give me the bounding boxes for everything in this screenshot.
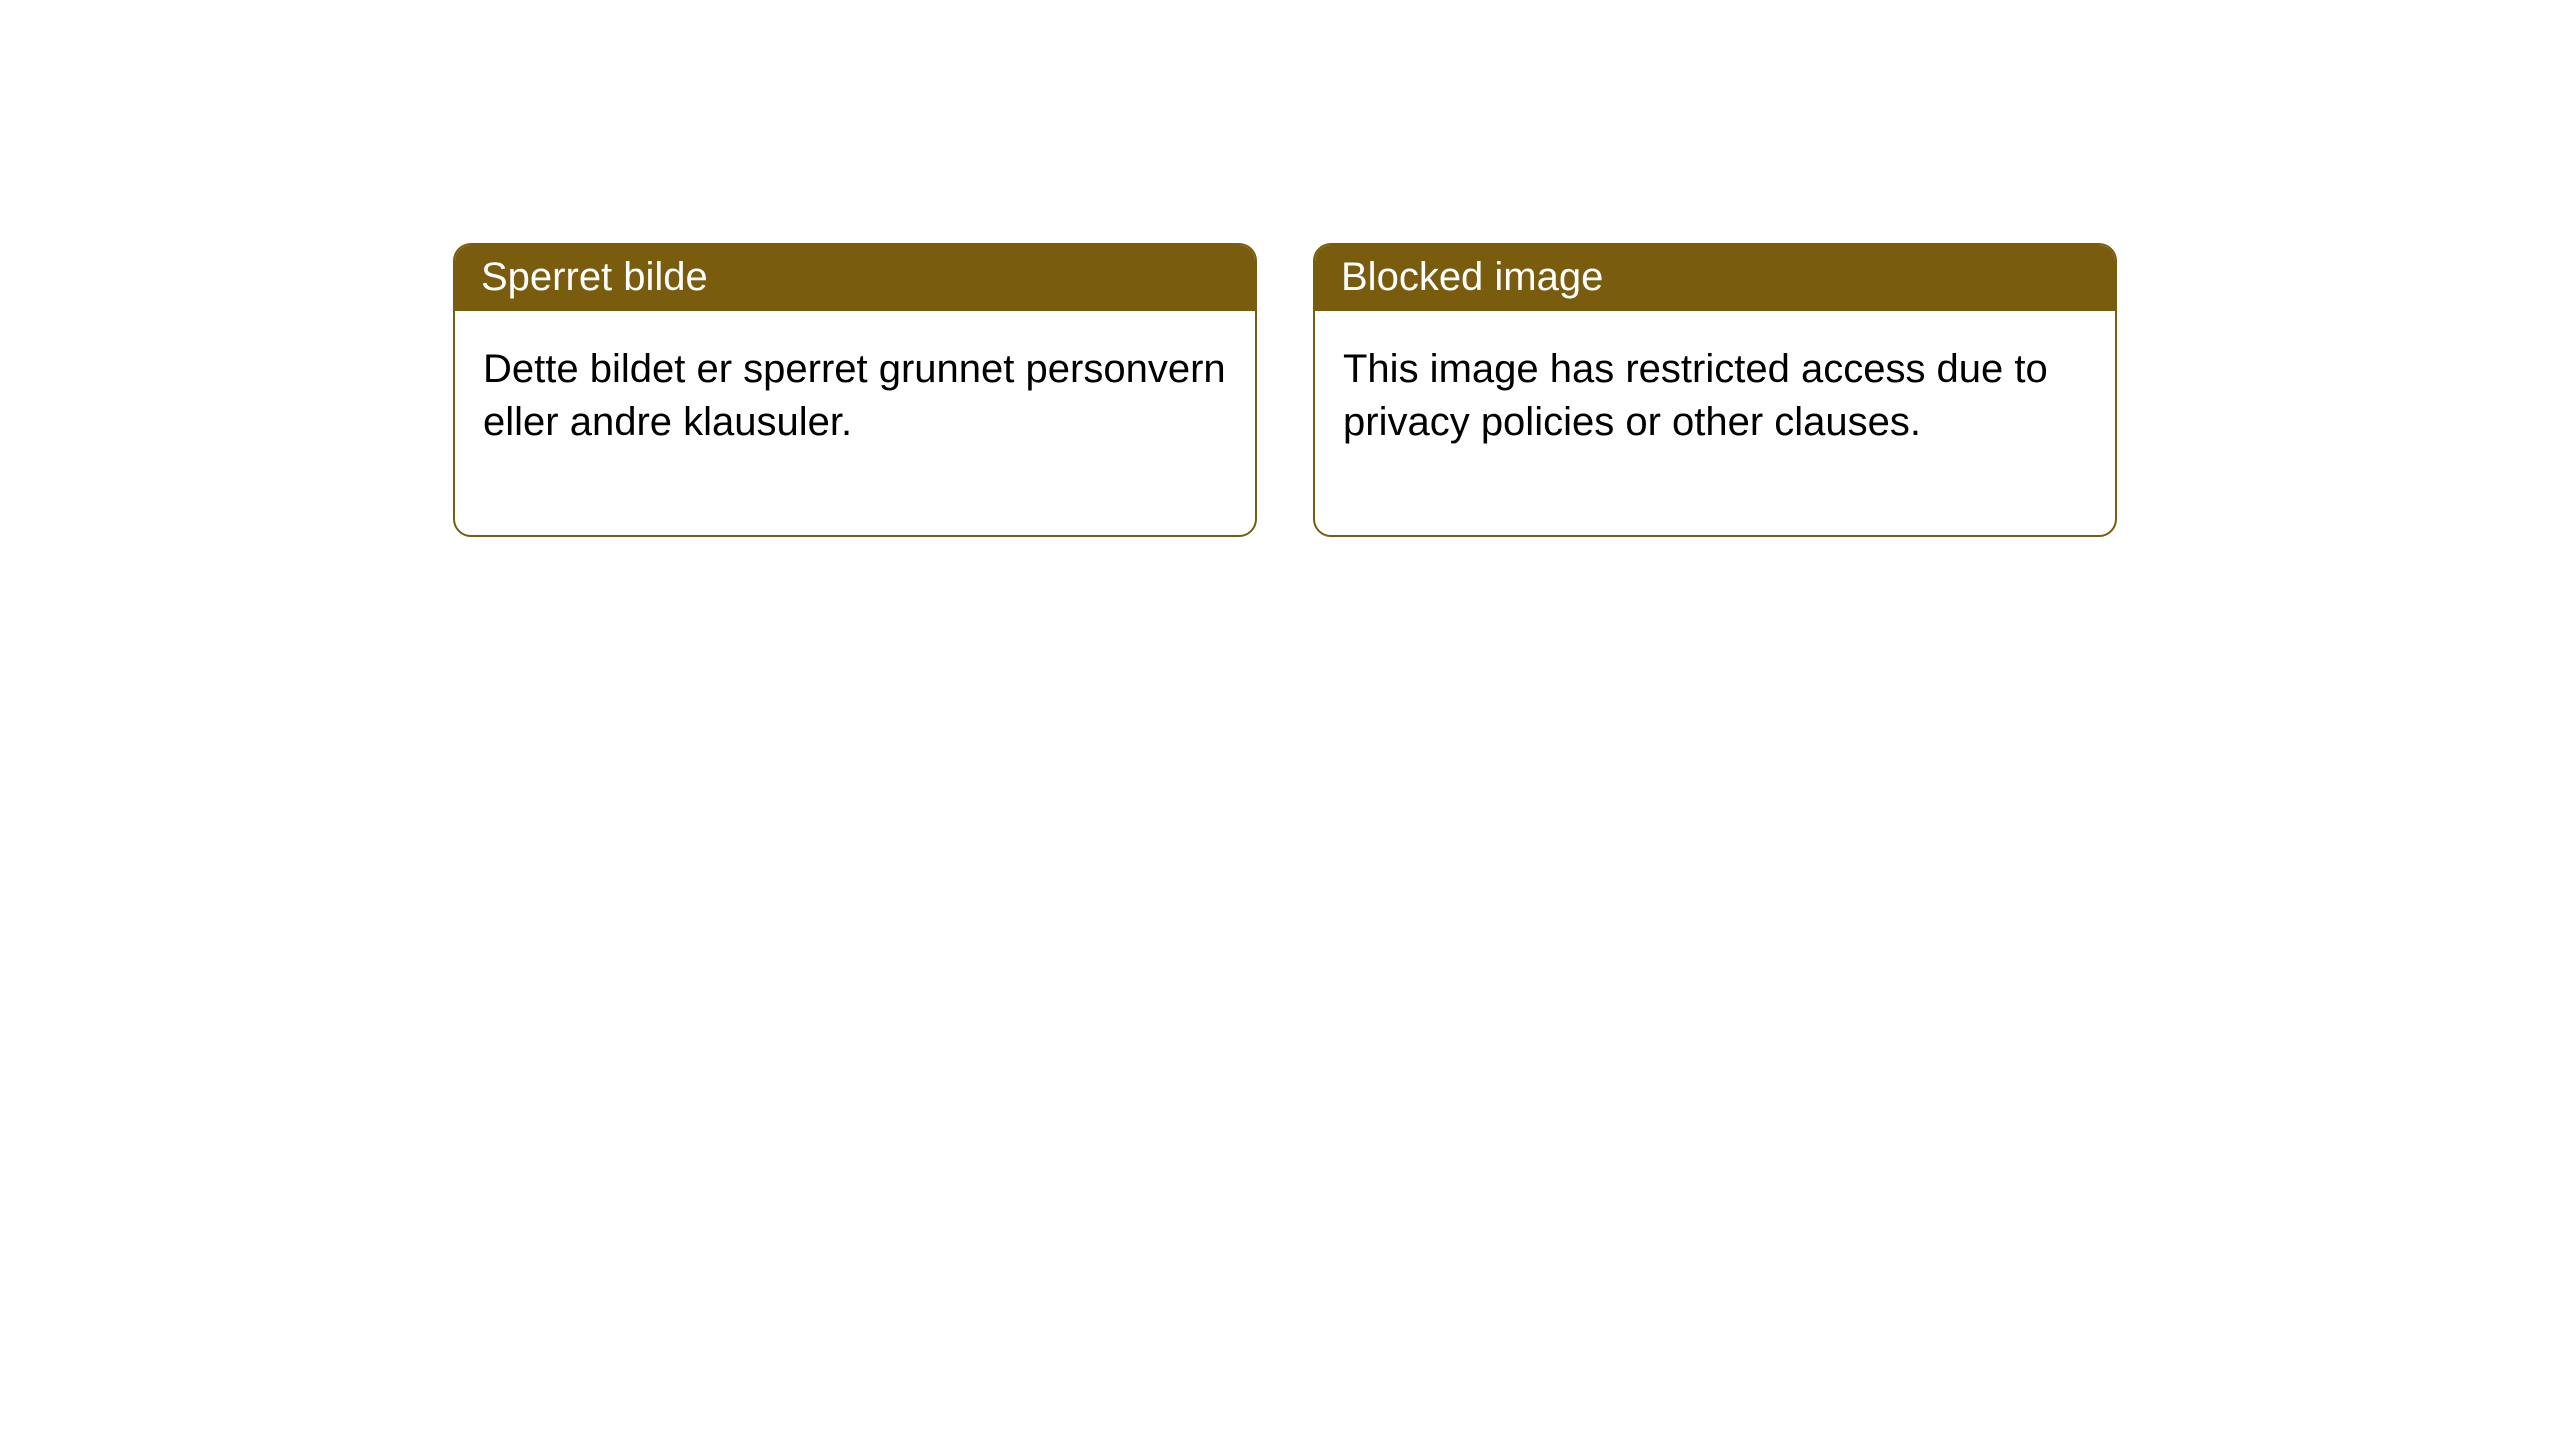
notice-container: Sperret bilde Dette bildet er sperret gr…: [0, 0, 2560, 537]
notice-title: Blocked image: [1341, 255, 1603, 299]
notice-body: Dette bildet er sperret grunnet personve…: [455, 311, 1255, 535]
notice-header: Sperret bilde: [455, 245, 1255, 311]
notice-message: Dette bildet er sperret grunnet personve…: [483, 347, 1226, 444]
notice-body: This image has restricted access due to …: [1315, 311, 2115, 535]
notice-card-english: Blocked image This image has restricted …: [1313, 243, 2117, 537]
notice-title: Sperret bilde: [481, 255, 708, 299]
notice-card-norwegian: Sperret bilde Dette bildet er sperret gr…: [453, 243, 1257, 537]
notice-message: This image has restricted access due to …: [1343, 347, 2048, 444]
notice-header: Blocked image: [1315, 245, 2115, 311]
